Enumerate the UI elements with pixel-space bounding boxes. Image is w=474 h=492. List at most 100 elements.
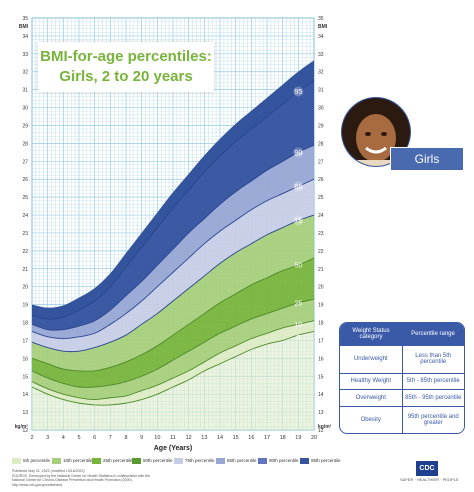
y-tick-label-left: 13 xyxy=(22,410,28,416)
chart-title-line1: BMI-for-age percentiles: xyxy=(40,48,212,65)
legend-label: 10th percentile xyxy=(63,458,93,463)
status-obesity-range: 95th percentile and greater xyxy=(402,405,464,433)
status-underweight: Underweight xyxy=(340,345,403,374)
chart-title-box: BMI-for-age percentiles: Girls, 2 to 20 … xyxy=(38,42,214,92)
y-tick-label-right: 32 xyxy=(318,70,324,76)
status-overweight-range: 85th - 95th percentile xyxy=(402,389,464,407)
status-underweight-range: Less than 5th percentile xyxy=(402,345,464,374)
y-tick-label-right: 23 xyxy=(318,231,324,237)
y-tick-label-left: 35 xyxy=(22,16,28,22)
legend-label: 5th percentile xyxy=(23,458,51,463)
unit-axis-label: kg/m² xyxy=(318,424,332,430)
percentile-label: 50 xyxy=(294,263,302,270)
bmi-axis-label: BMI xyxy=(318,24,328,30)
x-tick-label: 15 xyxy=(233,435,239,441)
y-tick-label-right: 26 xyxy=(318,177,324,183)
y-tick-label-right: 19 xyxy=(318,303,324,309)
y-tick-label-right: 12 xyxy=(318,428,324,434)
x-tick-label: 12 xyxy=(186,435,192,441)
percentile-band xyxy=(32,215,314,372)
footer-line: SOURCE: Developed by the National Center… xyxy=(12,473,151,478)
legend-swatch xyxy=(300,457,309,464)
cdc-logo: CDC xyxy=(416,461,438,476)
x-tick-label: 18 xyxy=(280,435,286,441)
percentile-label: 95 xyxy=(294,89,302,96)
percentile-curve xyxy=(31,214,315,353)
y-tick-label-right: 29 xyxy=(318,123,324,129)
legend-swatch xyxy=(174,457,183,464)
percentile-label: 75 xyxy=(294,218,302,225)
legend-swatch xyxy=(52,457,61,464)
x-tick-label: 10 xyxy=(154,435,160,441)
percentile-label: 85 xyxy=(294,184,302,191)
y-tick-label-left: 32 xyxy=(22,70,28,76)
weight-status-table: Weight Status category Percentile range … xyxy=(339,322,465,434)
y-tick-label-left: 16 xyxy=(22,356,28,362)
legend-item: 25th percentile xyxy=(92,457,133,465)
status-obesity: Obesity xyxy=(340,405,403,433)
percentile-curve xyxy=(31,331,315,406)
legend-swatch xyxy=(92,457,101,464)
status-overweight: Overweight xyxy=(340,389,403,407)
y-tick-label-right: 18 xyxy=(318,321,324,327)
y-tick-label-left: 17 xyxy=(22,338,28,344)
percentile-band xyxy=(32,145,314,339)
legend-item: 85th percentile xyxy=(216,457,257,465)
percentile-bands xyxy=(32,60,314,430)
y-tick-label-left: 12 xyxy=(22,428,28,434)
y-tick-label-left: 31 xyxy=(22,88,28,94)
x-tick-label: 8 xyxy=(124,435,127,441)
y-tick-label-right: 35 xyxy=(318,16,324,22)
percentile-label-bg xyxy=(293,86,304,97)
footer-source-note: Published May 31, 2022 (modified 10/16/2… xyxy=(12,469,282,487)
legend-swatch xyxy=(132,457,141,464)
y-tick-label-right: 17 xyxy=(318,338,324,344)
y-tick-label-right: 20 xyxy=(318,285,324,291)
legend-item: 50th percentile xyxy=(132,457,173,465)
percentile-label: 90 xyxy=(294,150,302,157)
legend-label: 50th percentile xyxy=(143,458,173,463)
legend-label: 90th percentile xyxy=(269,458,299,463)
status-header-category: Weight Status category xyxy=(340,323,402,346)
percentile-band-95th-cap xyxy=(32,60,314,320)
percentile-lines xyxy=(31,80,315,406)
x-tick-label: 6 xyxy=(93,435,96,441)
legend-item: 5th percentile xyxy=(12,457,50,465)
x-tick-label: 4 xyxy=(62,435,65,441)
footer-line: National Center for Chronic Disease Prev… xyxy=(12,478,133,482)
percentile-label-bg xyxy=(293,181,304,192)
y-tick-label-right: 34 xyxy=(318,34,324,40)
status-header-range: Percentile range xyxy=(402,323,464,346)
status-healthy: Healthy Weight xyxy=(340,372,403,390)
legend-label: 25th percentile xyxy=(103,458,133,463)
y-tick-label-left: 25 xyxy=(22,195,28,201)
legend-item: 90th percentile xyxy=(258,457,299,465)
y-tick-label-left: 34 xyxy=(22,34,28,40)
percentile-labels: 5 10 25 50 75 85 90 95 xyxy=(293,86,304,342)
x-tick-label: 3 xyxy=(46,435,49,441)
percentile-band xyxy=(32,258,314,388)
y-tick-label-right: 13 xyxy=(318,410,324,416)
y-tick-label-right: 27 xyxy=(318,159,324,165)
y-tick-label-right: 25 xyxy=(318,195,324,201)
percentile-band xyxy=(32,179,314,352)
y-tick-label-left: 29 xyxy=(22,123,28,129)
percentile-curve xyxy=(31,144,315,331)
footer-link[interactable]: http://www.cdc.gov/growthcharts xyxy=(12,482,63,487)
percentile-label-bg xyxy=(293,215,304,226)
percentile-curve xyxy=(31,178,315,340)
percentile-curve xyxy=(31,320,315,400)
x-tick-label: 19 xyxy=(295,435,301,441)
x-tick-label: 14 xyxy=(217,435,223,441)
y-tick-label-left: 24 xyxy=(22,213,28,219)
y-tick-label-left: 28 xyxy=(22,141,28,147)
percentile-label: 25 xyxy=(294,300,302,307)
percentile-band xyxy=(32,80,314,331)
legend-label: 85th percentile xyxy=(227,458,257,463)
legend-item: 75th percentile xyxy=(174,457,215,465)
y-tick-label-left: 33 xyxy=(22,52,28,58)
x-tick-label: 16 xyxy=(248,435,254,441)
y-tick-label-right: 16 xyxy=(318,356,324,362)
y-tick-label-right: 22 xyxy=(318,249,324,255)
y-tick-label-left: 27 xyxy=(22,159,28,165)
